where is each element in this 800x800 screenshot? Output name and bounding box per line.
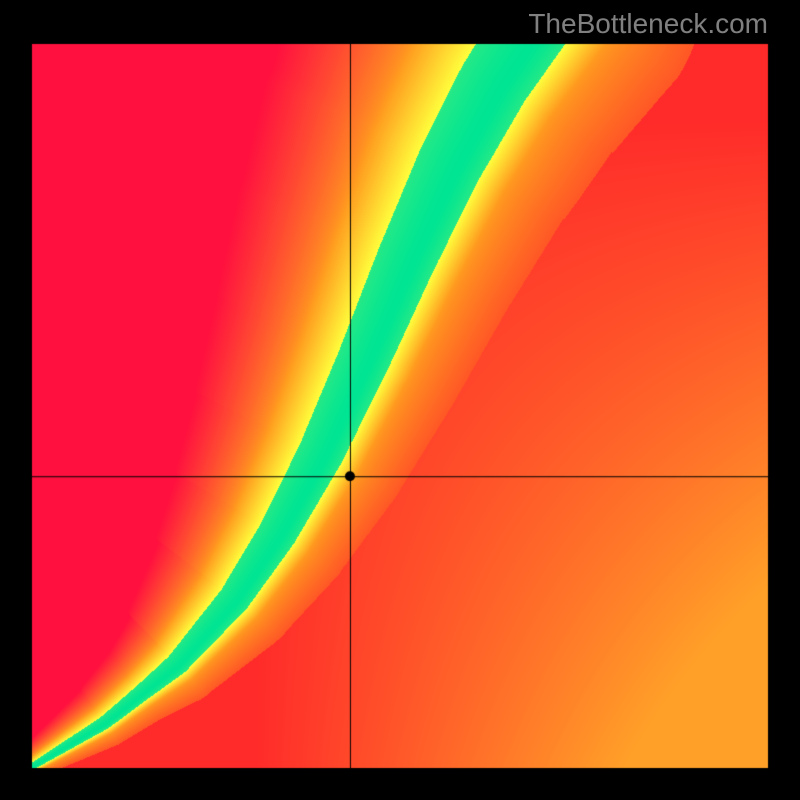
- watermark-text: TheBottleneck.com: [528, 8, 768, 40]
- chart-container: TheBottleneck.com: [0, 0, 800, 800]
- heatmap-canvas: [0, 0, 800, 800]
